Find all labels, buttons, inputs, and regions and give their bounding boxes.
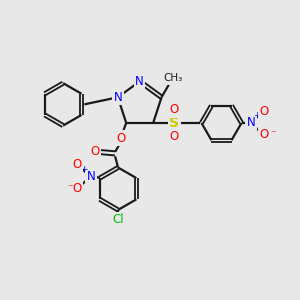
Text: O: O	[170, 103, 179, 116]
Text: ⁻: ⁻	[270, 129, 276, 139]
Text: +: +	[80, 165, 88, 174]
Text: O: O	[116, 132, 125, 145]
Text: O: O	[260, 128, 269, 141]
Text: N: N	[135, 75, 144, 88]
Text: N: N	[86, 170, 95, 183]
Text: O: O	[260, 105, 269, 118]
Text: Cl: Cl	[112, 213, 124, 226]
Text: N: N	[113, 91, 122, 104]
Text: N: N	[247, 116, 255, 129]
Text: O: O	[73, 158, 82, 171]
Text: O: O	[91, 146, 100, 158]
Text: CH₃: CH₃	[163, 73, 182, 83]
Text: O: O	[170, 130, 179, 143]
Text: +: +	[254, 111, 261, 120]
Text: S: S	[169, 116, 179, 130]
Text: ⁻: ⁻	[67, 183, 73, 194]
Text: O: O	[73, 182, 82, 195]
